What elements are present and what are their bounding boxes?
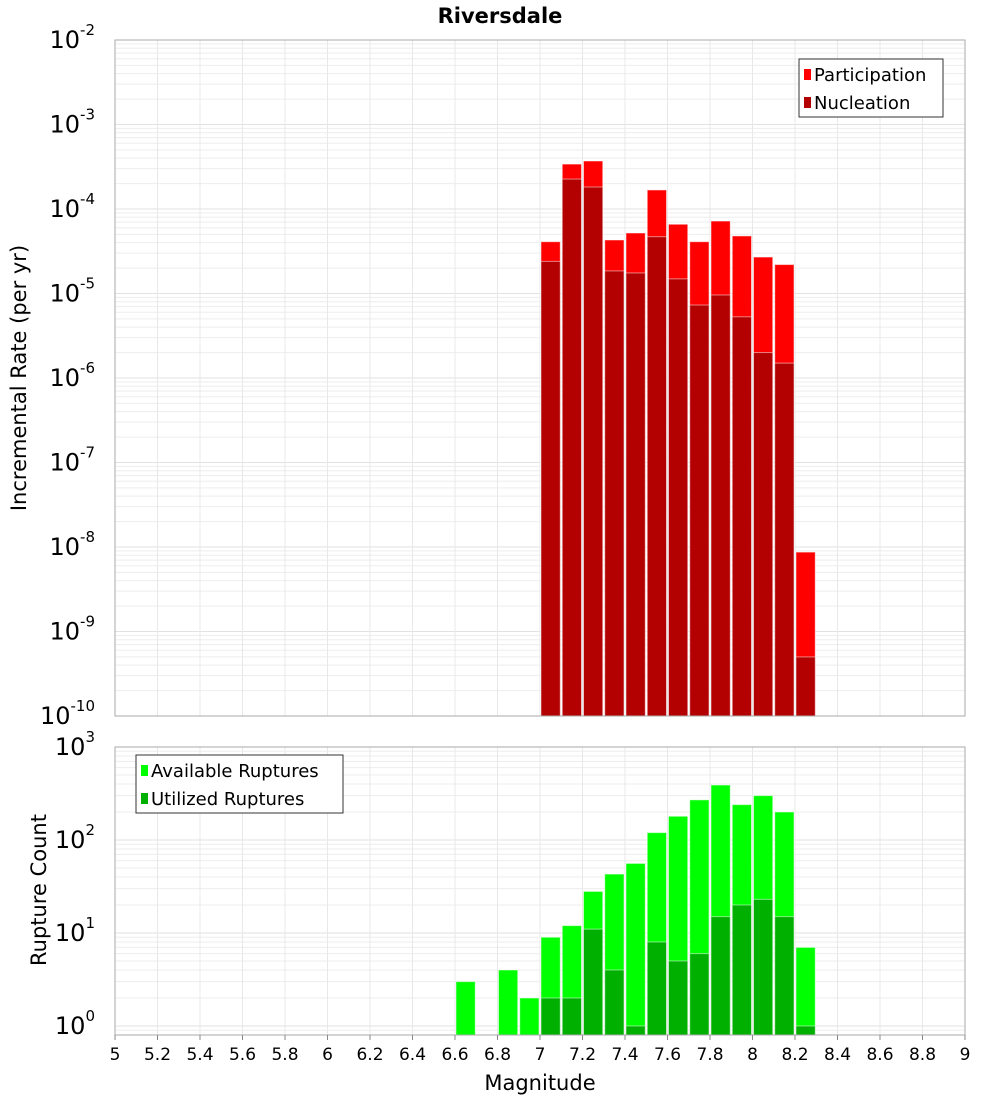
x-tick-label: 9 <box>960 1045 971 1065</box>
top-y-tick-label: 10-10 <box>40 697 95 730</box>
top-y-axis-label: Incremental Rate (per yr) <box>7 245 31 511</box>
bottom-bar-utilized-ruptures <box>731 904 752 1036</box>
bottom-bar-utilized-ruptures <box>689 953 710 1036</box>
top-bar-nucleation <box>795 656 816 717</box>
x-tick-label: 7.6 <box>654 1045 681 1065</box>
bottom-legend <box>135 754 344 814</box>
top-y-tick-label: 10-6 <box>49 359 95 392</box>
bottom-bar-utilized-ruptures <box>646 941 667 1036</box>
bottom-legend-label: Utilized Ruptures <box>151 789 304 810</box>
bottom-bar-utilized-ruptures <box>753 898 774 1036</box>
top-y-tick-label: 10-4 <box>49 190 95 223</box>
x-tick-label: 6.8 <box>484 1045 511 1065</box>
top-bar-nucleation <box>753 352 774 717</box>
top-y-tick-label: 10-3 <box>49 106 95 139</box>
top-y-tick-label: 10-7 <box>49 444 95 477</box>
top-bar-nucleation <box>774 362 795 717</box>
x-tick-label: 8.2 <box>781 1045 808 1065</box>
top-bar-nucleation <box>625 272 646 717</box>
top-bar-nucleation <box>689 304 710 717</box>
top-bar-nucleation <box>646 236 667 717</box>
x-tick-label: 7.2 <box>569 1045 596 1065</box>
bottom-bar-available-ruptures <box>795 946 816 1036</box>
top-legend-label: Nucleation <box>814 93 910 114</box>
bottom-legend-swatch <box>141 765 148 776</box>
x-tick-label: 5 <box>110 1045 121 1065</box>
x-tick-label: 8.6 <box>866 1045 893 1065</box>
bottom-bar-utilized-ruptures <box>561 997 582 1036</box>
top-bar-nucleation <box>710 294 731 717</box>
bottom-bar-utilized-ruptures <box>774 916 795 1036</box>
top-bar-nucleation <box>668 278 689 717</box>
x-tick-label: 7.4 <box>611 1045 638 1065</box>
top-y-tick-label: 10-5 <box>49 275 95 308</box>
bottom-bar-utilized-ruptures <box>625 1025 646 1036</box>
top-y-tick-label: 10-9 <box>49 613 95 646</box>
x-tick-label: 6.6 <box>441 1045 468 1065</box>
top-legend-label: Participation <box>814 65 926 86</box>
top-bar-nucleation <box>604 270 625 717</box>
top-plot-frame <box>114 39 966 717</box>
bottom-legend-swatch <box>141 793 148 804</box>
bottom-bar-utilized-ruptures <box>710 916 731 1036</box>
top-bar-nucleation <box>540 260 561 717</box>
bottom-y-tick-label: 103 <box>55 728 95 761</box>
x-tick-label: 5.4 <box>186 1045 213 1065</box>
bottom-bar-utilized-ruptures <box>583 928 604 1036</box>
x-tick-label: 5.8 <box>271 1045 298 1065</box>
top-bar-nucleation <box>583 186 604 717</box>
top-legend-swatch <box>804 97 811 108</box>
bottom-bar-utilized-ruptures <box>540 997 561 1036</box>
x-tick-label: 5.6 <box>229 1045 256 1065</box>
top-y-tick-label: 10-8 <box>49 528 95 561</box>
x-axis-label: Magnitude <box>484 1071 595 1095</box>
top-legend-swatch <box>804 69 811 80</box>
x-tick-label: 8 <box>747 1045 758 1065</box>
top-bar-nucleation <box>731 316 752 717</box>
top-legend <box>798 58 944 118</box>
bottom-legend-label: Available Ruptures <box>151 761 319 782</box>
x-tick-label: 8.8 <box>909 1045 936 1065</box>
bottom-y-tick-label: 100 <box>55 1007 95 1040</box>
bottom-bar-available-ruptures <box>498 969 519 1036</box>
x-tick-label: 8.4 <box>824 1045 851 1065</box>
bottom-bar-utilized-ruptures <box>795 1025 816 1036</box>
bottom-bar-available-ruptures <box>519 997 540 1036</box>
x-tick-label: 6.2 <box>356 1045 383 1065</box>
bottom-bar-available-ruptures <box>625 862 646 1036</box>
bottom-y-tick-label: 102 <box>55 821 95 854</box>
bottom-bar-utilized-ruptures <box>604 969 625 1036</box>
bottom-bar-utilized-ruptures <box>668 960 689 1036</box>
bottom-bar-available-ruptures <box>455 981 476 1036</box>
bottom-y-tick-label: 101 <box>55 914 95 947</box>
x-tick-label: 6 <box>322 1045 333 1065</box>
chart-title: Riversdale <box>438 4 563 28</box>
x-tick-label: 7 <box>535 1045 546 1065</box>
x-tick-label: 5.2 <box>144 1045 171 1065</box>
top-bar-nucleation <box>561 178 582 717</box>
bottom-y-axis-label: Rupture Count <box>27 814 51 966</box>
x-tick-label: 7.8 <box>696 1045 723 1065</box>
x-tick-label: 6.4 <box>399 1045 426 1065</box>
top-y-tick-label: 10-2 <box>49 21 95 54</box>
